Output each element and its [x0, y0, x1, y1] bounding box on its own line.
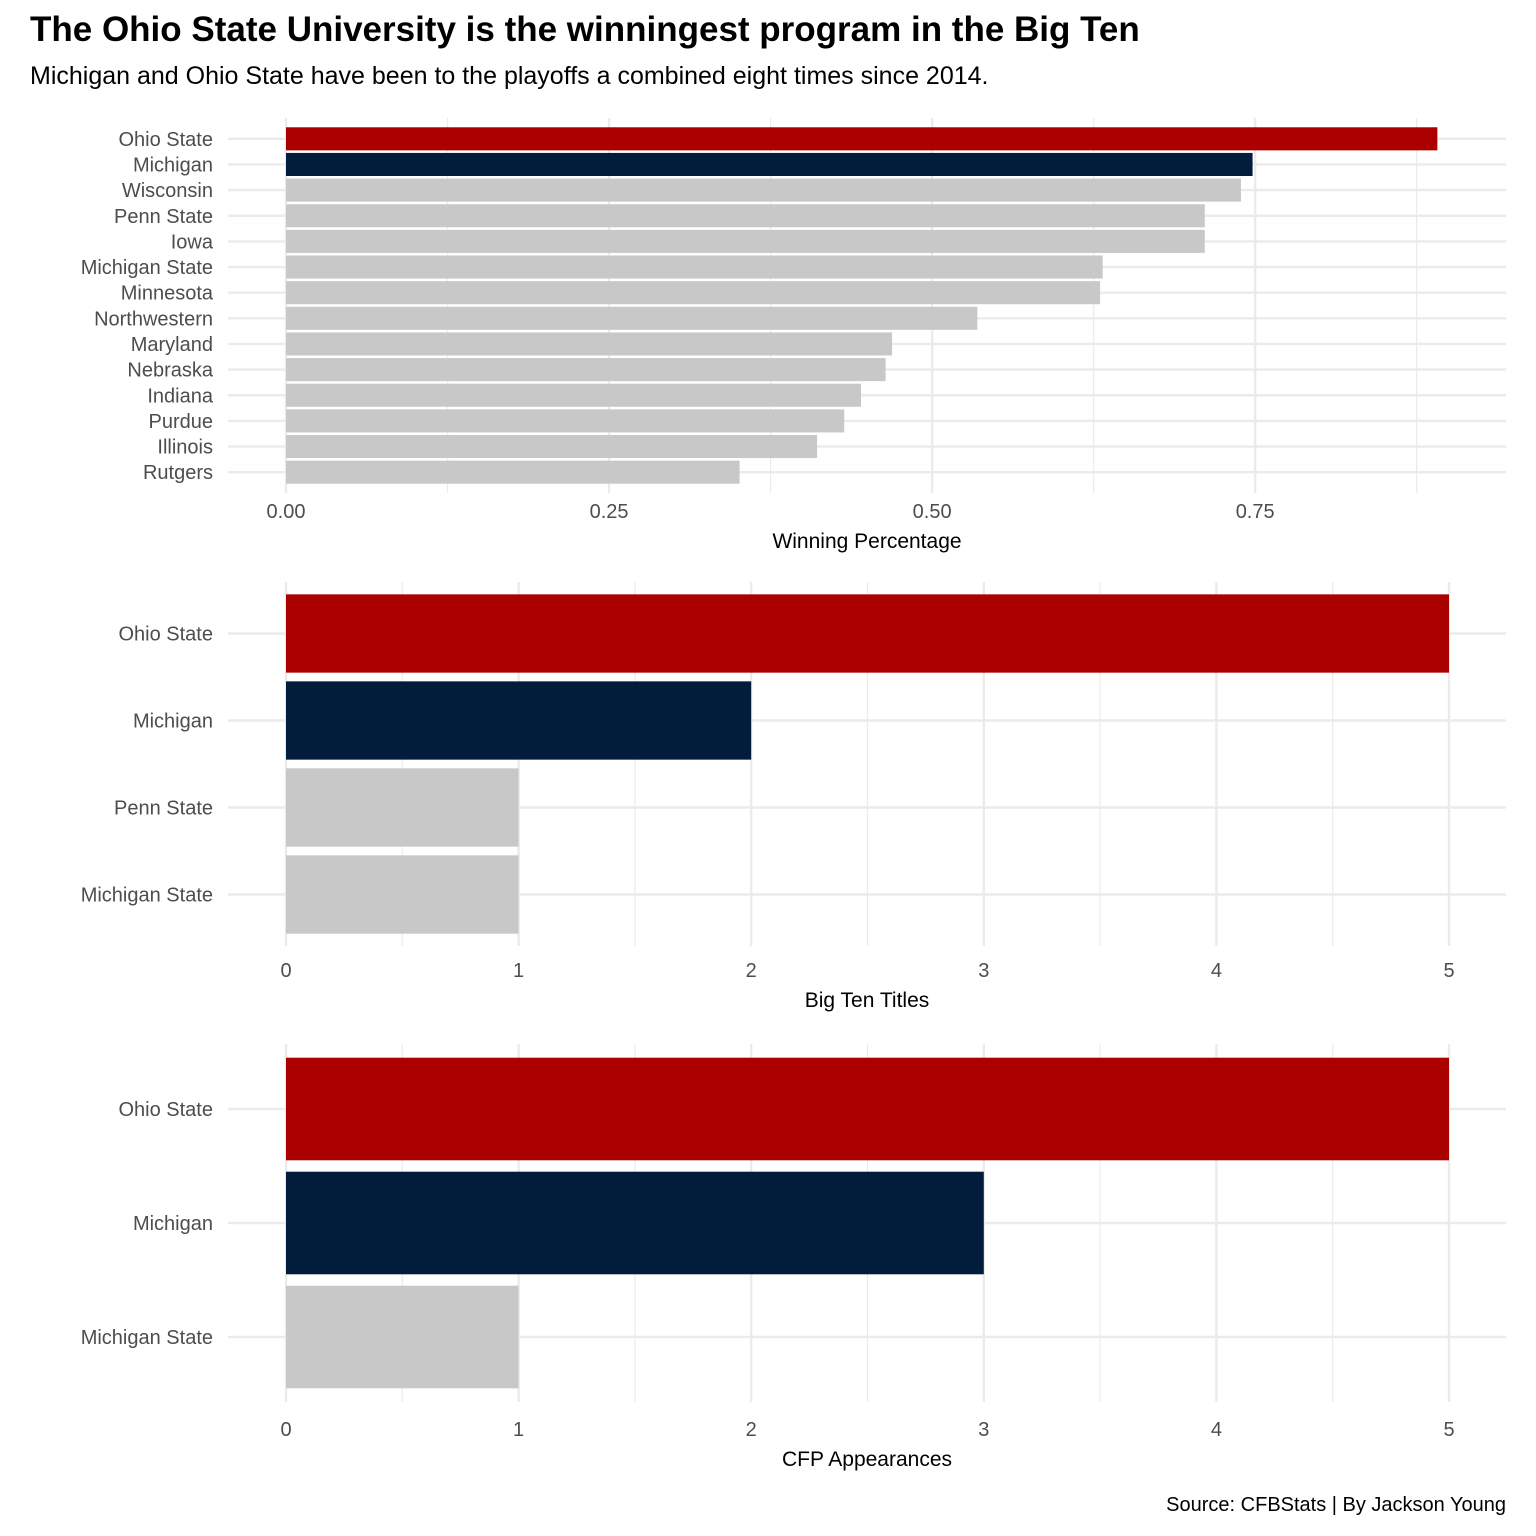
bar-rutgers: [286, 460, 740, 484]
bar-purdue: [286, 409, 845, 433]
tick-label: 1: [513, 1419, 524, 1441]
tick-label: 1: [513, 960, 524, 982]
category-label: Michigan State: [81, 257, 213, 279]
bar-penn-state: [286, 204, 1205, 228]
x-axis-title: Big Ten Titles: [805, 989, 930, 1012]
panel-1: Ohio State Michigan Wisconsin Penn State Iow…: [81, 118, 1506, 553]
category-label: Ohio State: [118, 1099, 213, 1121]
category-label: Michigan State: [81, 1327, 213, 1349]
tick-label: 0.75: [1236, 501, 1275, 523]
bar-iowa: [286, 229, 1205, 253]
category-label: Nebraska: [127, 360, 213, 382]
category-label: Illinois: [157, 437, 213, 459]
category-label: Indiana: [147, 385, 213, 407]
bar-michigan: [286, 152, 1253, 177]
tick-label: 0: [280, 960, 291, 982]
category-label: Michigan: [133, 154, 213, 176]
chart-subtitle: Michigan and Ohio State have been to the…: [30, 62, 989, 90]
bar-penn-state: [286, 768, 519, 847]
bar-maryland: [286, 332, 893, 356]
tick-label: 0.50: [913, 501, 952, 523]
chart-title: The Ohio State University is the winning…: [30, 10, 1140, 49]
category-label: Michigan: [133, 711, 213, 733]
category-label: Northwestern: [94, 308, 213, 330]
bar-minnesota: [286, 281, 1101, 305]
category-label: Wisconsin: [122, 180, 213, 202]
tick-label: 2: [746, 1419, 757, 1441]
tick-label: 5: [1443, 960, 1454, 982]
bar-michigan-state: [286, 1285, 519, 1389]
source-caption: Source: CFBStats | By Jackson Young: [1166, 1494, 1506, 1516]
bar-indiana: [286, 383, 862, 407]
tick-label: 0.00: [267, 501, 306, 523]
panel-3: Ohio State Michigan Michigan State 0 1 2 3 4 5 CF…: [81, 1044, 1506, 1471]
category-label: Penn State: [114, 798, 213, 820]
bar-wisconsin: [286, 178, 1241, 202]
tick-label: 3: [978, 960, 989, 982]
category-label: Michigan State: [81, 885, 213, 907]
tick-label: 2: [746, 960, 757, 982]
bar-illinois: [286, 434, 818, 459]
bar-michigan: [286, 1171, 984, 1275]
x-axis-title: CFP Appearances: [782, 1448, 952, 1471]
bar-michigan-state: [286, 255, 1103, 279]
category-label: Purdue: [149, 411, 214, 433]
bar-ohio-state: [286, 127, 1438, 151]
panel-2: Ohio State Michigan Penn State Michigan Sta…: [81, 582, 1506, 1012]
category-label: Michigan: [133, 1213, 213, 1235]
bar-northwestern: [286, 306, 978, 330]
tick-label: 0.25: [590, 501, 629, 523]
bar-michigan-state: [286, 855, 519, 934]
bar-michigan: [286, 681, 752, 760]
tick-label: 5: [1443, 1419, 1454, 1441]
bar-ohio-state: [286, 594, 1449, 673]
category-label: Ohio State: [118, 624, 213, 646]
category-label: Minnesota: [121, 283, 214, 305]
bar-ohio-state: [286, 1057, 1449, 1161]
x-axis-title: Winning Percentage: [772, 530, 961, 553]
category-label: Ohio State: [118, 129, 213, 151]
category-label: Iowa: [171, 231, 214, 253]
category-label: Rutgers: [143, 462, 213, 484]
tick-label: 0: [280, 1419, 291, 1441]
tick-label: 3: [978, 1419, 989, 1441]
category-label: Penn State: [114, 206, 213, 228]
tick-label: 4: [1211, 1419, 1222, 1441]
tick-label: 4: [1211, 960, 1222, 982]
category-label: Maryland: [131, 334, 213, 356]
bar-nebraska: [286, 358, 886, 382]
